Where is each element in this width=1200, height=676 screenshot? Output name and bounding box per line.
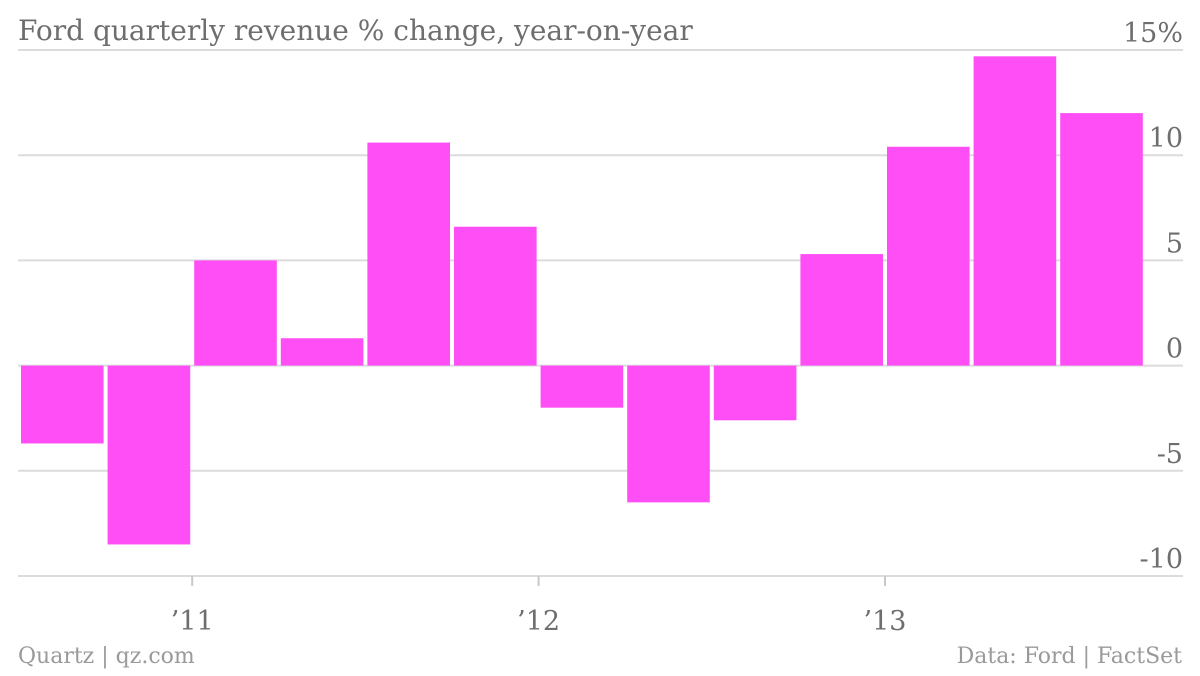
x-tick-label: ’12 (517, 606, 560, 637)
y-tick-label: 0 (1166, 334, 1183, 365)
bar: Q3 2012: -2.6 (713, 365, 797, 421)
bar: Q3 2013: 12 (1060, 113, 1143, 366)
bars: Q3 2010: -3.7Q4 2010: -8.5Q1 2011: 5Q2 2… (21, 56, 1143, 545)
bar: Q3 2011: 10.6 (367, 142, 450, 366)
bar: Q2 2012: -6.5 (627, 365, 710, 503)
chart-title: Ford quarterly revenue % change, year-on… (18, 14, 693, 47)
x-axis-labels: ’11 ’12 ’13 (171, 576, 907, 637)
footer-data-credit: Data: Ford | FactSet (956, 644, 1182, 669)
bar: Q1 2013: 10.4 (887, 146, 970, 366)
y-tick-label: 5 (1166, 228, 1183, 259)
bar: Q2 2011: 1.3 (280, 338, 364, 366)
y-tick-label: -5 (1157, 439, 1183, 470)
bar: Q1 2012: -2 (540, 365, 624, 408)
bar: Q2 2013: 14.7 (973, 56, 1057, 366)
bar: Q4 2010: -8.5 (107, 365, 191, 545)
bar: Q1 2011: 5 (194, 260, 277, 366)
x-tick-label: ’13 (864, 606, 907, 637)
bar: Q3 2010: -3.7 (21, 365, 104, 444)
y-tick-label: -10 (1140, 544, 1183, 575)
y-tick-label: 15% (1123, 18, 1183, 49)
y-axis-labels: 15% 10 5 0 -5 -10 (1123, 18, 1183, 575)
y-tick-label: 10 (1149, 123, 1183, 154)
x-tick-label: ’11 (171, 606, 214, 637)
bar: Q4 2011: 6.6 (454, 226, 537, 366)
footer-source: Quartz | qz.com (18, 644, 195, 669)
bar: Q4 2012: 5.3 (800, 254, 883, 366)
